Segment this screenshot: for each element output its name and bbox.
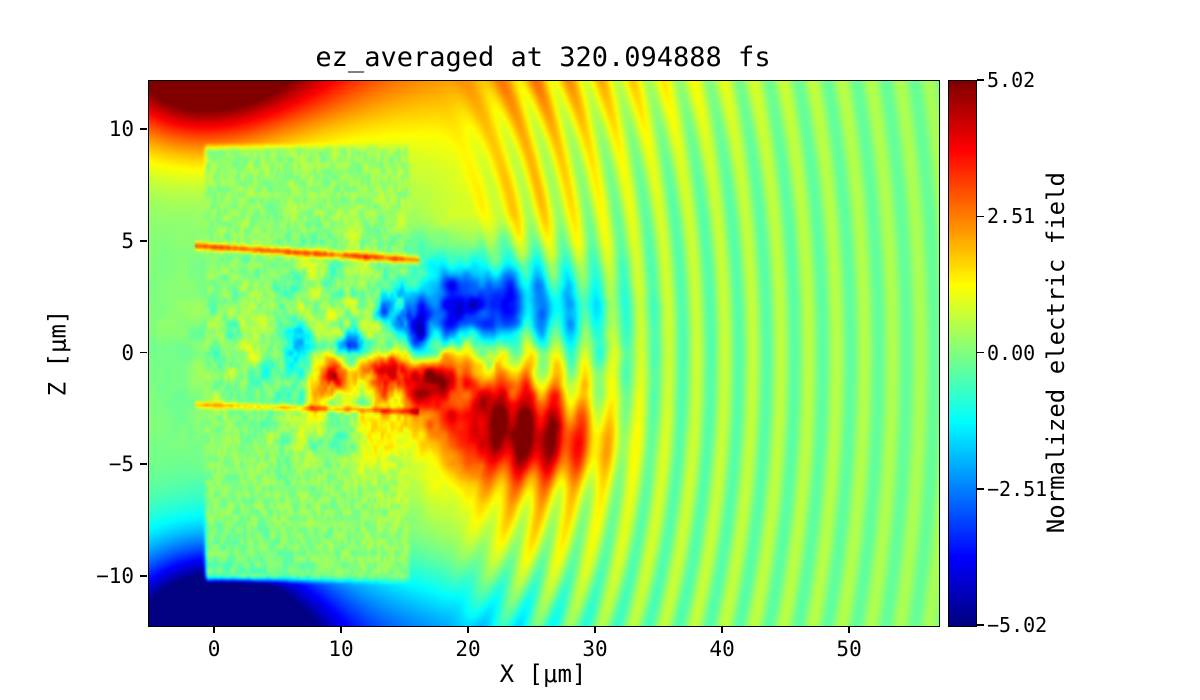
plot-area	[148, 80, 940, 627]
y-tick-label: 0	[121, 340, 134, 365]
heatmap-canvas	[149, 81, 939, 626]
y-tick-label: −10	[96, 563, 134, 588]
y-axis-label: Z [μm]	[43, 309, 72, 396]
colorbar	[948, 80, 977, 627]
colorbar-tick-label: −5.02	[987, 613, 1048, 637]
y-tick-mark	[140, 463, 147, 465]
x-tick-mark	[467, 626, 469, 633]
x-tick-label: 30	[582, 637, 608, 661]
y-tick-mark	[140, 128, 147, 130]
x-tick-mark	[721, 626, 723, 633]
colorbar-tick-label: 0.00	[987, 340, 1036, 365]
x-tick-label: 50	[836, 637, 862, 661]
colorbar-tick-mark	[977, 624, 984, 626]
colorbar-tick-mark	[977, 351, 984, 354]
colorbar-tick-label: 2.51	[987, 204, 1036, 229]
y-tick-mark	[140, 575, 147, 577]
y-axis-label-wrap: Z [μm]	[36, 80, 78, 625]
colorbar-tick-mark	[977, 79, 984, 81]
plot-title: ez_averaged at 320.094888 fs	[315, 42, 771, 73]
colorbar-tick-mark	[977, 488, 984, 490]
y-tick-mark	[140, 351, 147, 354]
colorbar-gradient	[949, 81, 976, 626]
x-tick-mark	[848, 626, 850, 633]
colorbar-tick-label: −2.51	[987, 476, 1048, 501]
x-axis-label: X [μm]	[499, 660, 587, 688]
x-tick-mark	[594, 626, 596, 633]
y-tick-label: 10	[108, 117, 134, 142]
y-tick-label: −5	[108, 452, 134, 477]
x-tick-label: 0	[207, 637, 221, 661]
x-tick-label: 10	[328, 637, 354, 661]
colorbar-label-wrap: Normalized electric field	[1038, 80, 1074, 625]
x-tick-mark	[340, 626, 342, 633]
x-tick-label: 40	[709, 637, 735, 661]
colorbar-tick-mark	[977, 215, 984, 217]
x-tick-mark	[213, 626, 215, 633]
y-tick-mark	[140, 240, 147, 242]
colorbar-tick-label: 5.02	[987, 68, 1036, 92]
x-tick-label: 20	[455, 637, 481, 661]
colorbar-label: Normalized electric field	[1042, 171, 1070, 534]
y-tick-label: 5	[121, 228, 134, 253]
